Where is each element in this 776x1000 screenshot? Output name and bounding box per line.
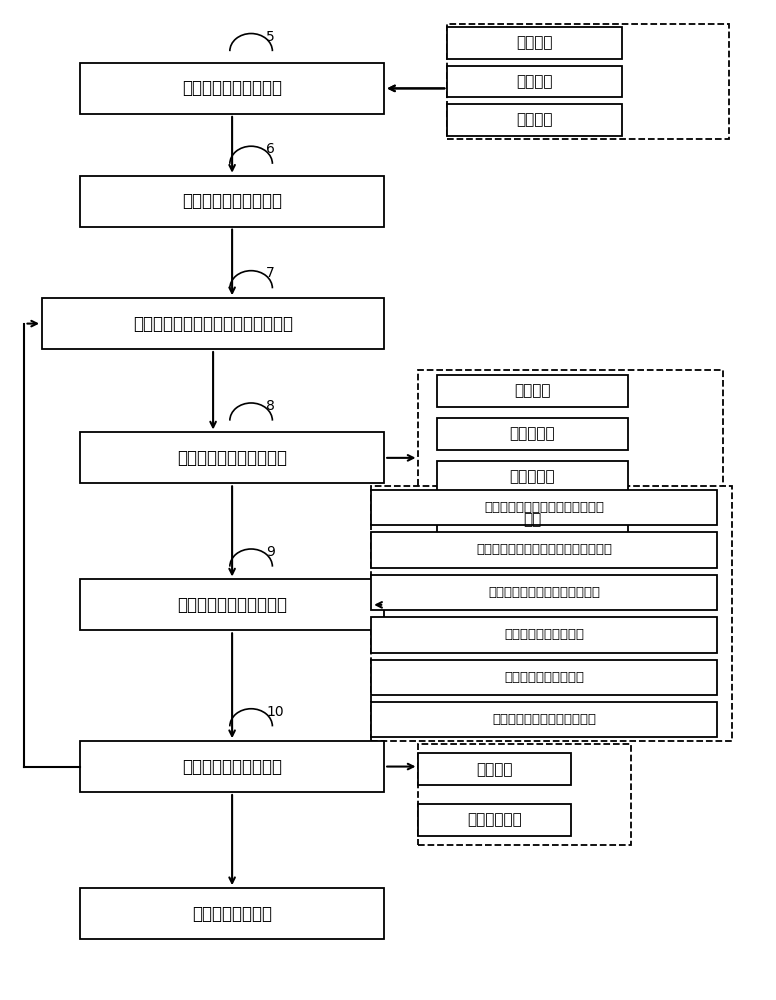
Text: 参数化啮合仿真分析模块: 参数化啮合仿真分析模块 (177, 449, 287, 467)
Bar (447, 104, 622, 136)
Bar (371, 617, 717, 653)
Bar (447, 24, 729, 139)
Bar (371, 702, 717, 737)
Bar (80, 888, 384, 939)
Text: 任意啮合位置齿轮副齿面接触应力: 任意啮合位置齿轮副齿面接触应力 (484, 501, 604, 514)
Bar (438, 375, 628, 407)
Text: 加载、约束: 加载、约束 (510, 469, 556, 484)
Bar (418, 370, 722, 541)
Bar (438, 461, 628, 493)
Bar (42, 298, 384, 349)
Text: 7: 7 (266, 266, 275, 280)
Bar (418, 753, 570, 785)
Text: 齿向修形性能评价模块: 齿向修形性能评价模块 (182, 758, 282, 776)
Text: 求解: 求解 (523, 512, 542, 527)
Text: 确定正交试验数据模块: 确定正交试验数据模块 (182, 192, 282, 210)
Text: 强度校核: 强度校核 (476, 762, 513, 777)
Text: 划分网格: 划分网格 (514, 384, 551, 399)
Text: 8: 8 (266, 399, 275, 413)
Bar (80, 579, 384, 630)
Bar (371, 660, 717, 695)
Bar (80, 63, 384, 114)
Bar (371, 532, 717, 568)
Text: 最劣受载时齿向载荷分布情况: 最劣受载时齿向载荷分布情况 (492, 713, 596, 726)
Text: 最劣受载时接触区位置: 最劣受载时接触区位置 (504, 628, 584, 641)
Bar (371, 490, 717, 525)
Text: 6: 6 (266, 142, 275, 156)
Text: 参数化齿向修形齿轮副实体建模模块: 参数化齿向修形齿轮副实体建模模块 (133, 315, 293, 333)
Text: 工况参数: 工况参数 (517, 74, 553, 89)
Bar (418, 744, 632, 845)
Bar (80, 176, 384, 227)
Bar (371, 486, 733, 741)
Bar (80, 741, 384, 792)
Bar (418, 804, 570, 836)
Text: 最劣受载时接触区形状: 最劣受载时接触区形状 (504, 671, 584, 684)
Bar (80, 432, 384, 483)
Bar (438, 504, 628, 536)
Text: 建立接触对: 建立接触对 (510, 426, 556, 441)
Text: 任意啮合位置主、从动轮齿根弯曲应力: 任意啮合位置主、从动轮齿根弯曲应力 (476, 543, 612, 556)
Text: 10: 10 (266, 705, 284, 719)
Bar (371, 575, 717, 610)
Text: 结构参数: 结构参数 (517, 35, 553, 50)
Text: 最劣受载位置及对应的极限应力: 最劣受载位置及对应的极限应力 (488, 586, 600, 599)
Text: 材料参数: 材料参数 (517, 113, 553, 128)
Text: 5: 5 (266, 30, 275, 44)
Bar (438, 418, 628, 450)
Text: 原始参数输入存储模块: 原始参数输入存储模块 (182, 79, 282, 97)
Text: 参数化啮合性能提取模块: 参数化啮合性能提取模块 (177, 596, 287, 614)
Text: 9: 9 (266, 545, 275, 559)
Text: 修形效果评价: 修形效果评价 (467, 812, 521, 827)
Text: 复合齿向修形曲线: 复合齿向修形曲线 (192, 905, 272, 923)
Bar (447, 66, 622, 97)
Bar (447, 27, 622, 59)
